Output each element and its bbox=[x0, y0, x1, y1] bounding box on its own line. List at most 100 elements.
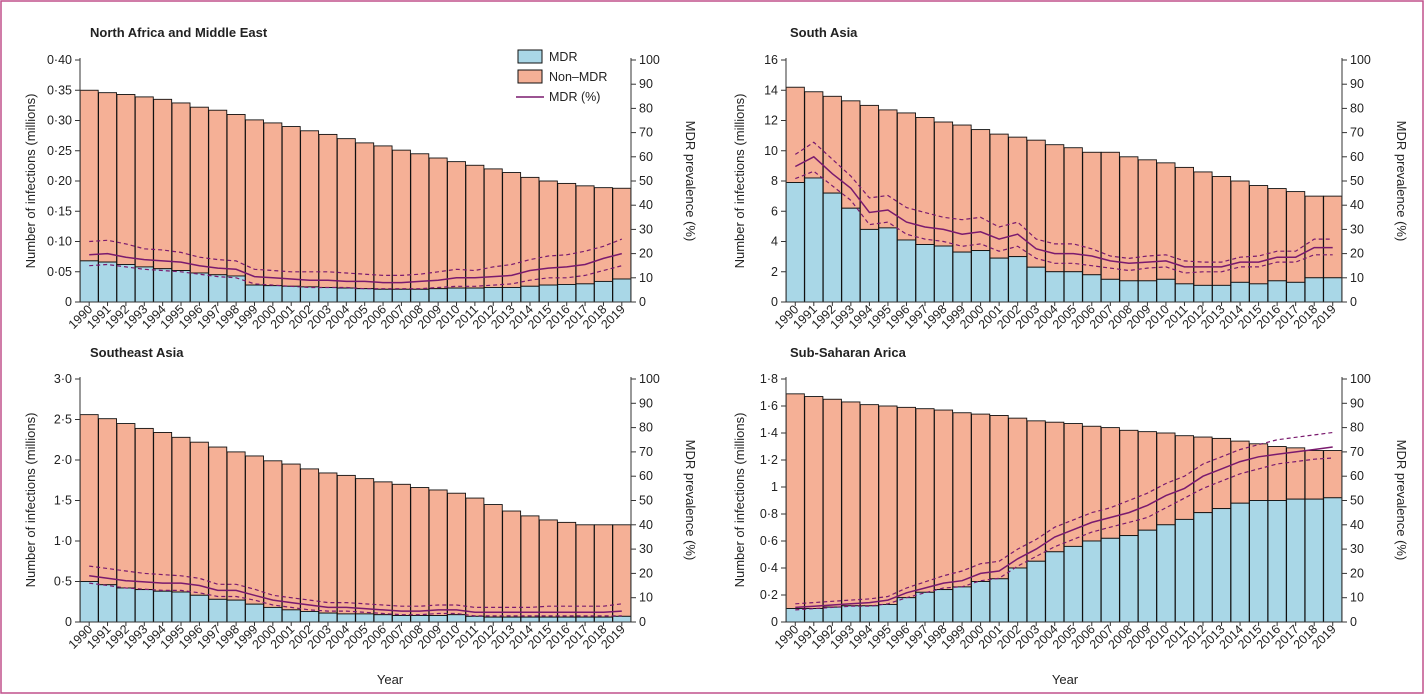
bar-mdr bbox=[318, 612, 338, 623]
plot-area: 0246810121416010203040506070809010019901… bbox=[764, 53, 1371, 332]
bar-mdr bbox=[538, 616, 558, 623]
bar-mdr bbox=[116, 587, 136, 623]
bar-non-mdr bbox=[952, 412, 972, 588]
bar-non-mdr bbox=[1249, 443, 1269, 501]
y-tick-label-left: 1·4 bbox=[760, 426, 778, 440]
bar-non-mdr bbox=[502, 510, 522, 618]
bar-mdr bbox=[465, 287, 485, 303]
bar-mdr bbox=[1119, 535, 1139, 623]
bar-non-mdr bbox=[878, 405, 898, 605]
bar-mdr bbox=[1286, 498, 1306, 623]
bar-non-mdr bbox=[1286, 191, 1306, 283]
bar-non-mdr bbox=[841, 401, 861, 607]
bar-mdr bbox=[134, 589, 154, 623]
bar-mdr bbox=[208, 274, 228, 303]
y-tick-label-left: 0·8 bbox=[760, 507, 778, 521]
y-tick-label-left: 16 bbox=[764, 53, 778, 67]
y-tick-label-left: 0·2 bbox=[760, 588, 778, 602]
y-tick-label-right: 50 bbox=[1350, 494, 1364, 508]
y-tick-label-right: 80 bbox=[1350, 421, 1364, 435]
bar-non-mdr bbox=[1267, 188, 1287, 282]
y-tick-label-right: 40 bbox=[639, 518, 653, 532]
bar-mdr bbox=[878, 604, 898, 623]
bar-mdr bbox=[1304, 498, 1324, 623]
bar-mdr bbox=[1100, 537, 1120, 623]
bar-non-mdr bbox=[318, 472, 338, 614]
bar-mdr bbox=[336, 613, 356, 623]
bar-mdr bbox=[971, 581, 991, 623]
bar-non-mdr bbox=[134, 96, 154, 268]
y-tick-label-left: 1·6 bbox=[760, 399, 778, 413]
bar-mdr bbox=[557, 284, 577, 303]
bar-non-mdr bbox=[1100, 427, 1120, 539]
bar-mdr bbox=[1063, 545, 1083, 623]
bar-mdr bbox=[336, 287, 356, 303]
bar-non-mdr bbox=[208, 446, 228, 600]
bar-mdr bbox=[189, 272, 209, 303]
y-tick-label-left: 2·5 bbox=[54, 413, 72, 427]
bar-non-mdr bbox=[575, 524, 595, 618]
y-tick-label-left: 0·25 bbox=[47, 144, 72, 158]
bar-mdr bbox=[116, 264, 136, 303]
bar-mdr bbox=[1156, 278, 1176, 303]
bar-mdr bbox=[502, 616, 522, 623]
bar-non-mdr bbox=[153, 98, 173, 270]
bar-mdr bbox=[859, 228, 879, 303]
bar-mdr bbox=[245, 284, 264, 303]
bar-non-mdr bbox=[245, 455, 264, 605]
bar-non-mdr bbox=[1323, 195, 1343, 279]
y-axis-title-left: Number of infections (millions) bbox=[23, 413, 38, 588]
bar-non-mdr bbox=[557, 521, 577, 618]
panel-title: Southeast Asia bbox=[90, 345, 184, 360]
y-tick-label-left: 0 bbox=[65, 295, 72, 309]
bar-mdr bbox=[98, 261, 117, 303]
y-tick-label-right: 70 bbox=[639, 445, 653, 459]
bar-non-mdr bbox=[79, 414, 99, 582]
y-tick-label-right: 20 bbox=[639, 566, 653, 580]
bar-mdr bbox=[483, 287, 503, 303]
bar-mdr bbox=[153, 268, 173, 303]
bar-non-mdr bbox=[1137, 431, 1157, 531]
bar-mdr bbox=[896, 239, 916, 303]
bar-non-mdr bbox=[1026, 420, 1046, 562]
bar-mdr bbox=[896, 597, 916, 623]
bar-mdr bbox=[915, 591, 935, 623]
bar-non-mdr bbox=[318, 133, 338, 288]
bar-mdr bbox=[822, 606, 842, 623]
y-tick-label-right: 30 bbox=[639, 222, 653, 236]
bar-mdr bbox=[1008, 567, 1028, 623]
bar-mdr bbox=[483, 616, 503, 623]
y-tick-label-right: 70 bbox=[639, 126, 653, 140]
bar-mdr bbox=[1304, 277, 1324, 303]
y-tick-label-left: 0·5 bbox=[54, 575, 72, 589]
line-mdr-pct bbox=[89, 252, 622, 284]
y-tick-label-left: 0·20 bbox=[47, 174, 72, 188]
bar-mdr bbox=[79, 260, 99, 303]
bar-non-mdr bbox=[1212, 176, 1232, 286]
line-mdr-pct-lower bbox=[89, 582, 622, 617]
line-mdr-pct-upper bbox=[794, 141, 1333, 263]
bar-non-mdr bbox=[575, 185, 595, 285]
bar-non-mdr bbox=[934, 409, 954, 591]
bar-non-mdr bbox=[465, 164, 485, 289]
bar-mdr bbox=[1267, 280, 1287, 303]
bar-mdr bbox=[575, 616, 595, 623]
y-tick-label-left: 4 bbox=[771, 235, 778, 249]
bar-mdr bbox=[804, 177, 824, 303]
bar-mdr bbox=[915, 244, 935, 303]
bar-non-mdr bbox=[189, 106, 209, 274]
y-tick-label-left: 0·15 bbox=[47, 204, 72, 218]
bar-non-mdr bbox=[1286, 447, 1306, 500]
bar-non-mdr bbox=[841, 100, 861, 209]
bar-mdr bbox=[1212, 508, 1232, 623]
legend-swatch-mdr bbox=[517, 49, 543, 64]
bar-non-mdr bbox=[373, 481, 393, 616]
y-tick-label-left: 0·4 bbox=[760, 561, 778, 575]
y-tick-label-left: 0·10 bbox=[47, 235, 72, 249]
bar-non-mdr bbox=[1156, 432, 1176, 526]
bar-mdr bbox=[1137, 529, 1157, 623]
y-tick-label-right: 100 bbox=[1350, 53, 1371, 67]
bar-non-mdr bbox=[281, 463, 301, 611]
bar-mdr bbox=[1174, 518, 1194, 623]
bar-mdr bbox=[1249, 500, 1269, 623]
